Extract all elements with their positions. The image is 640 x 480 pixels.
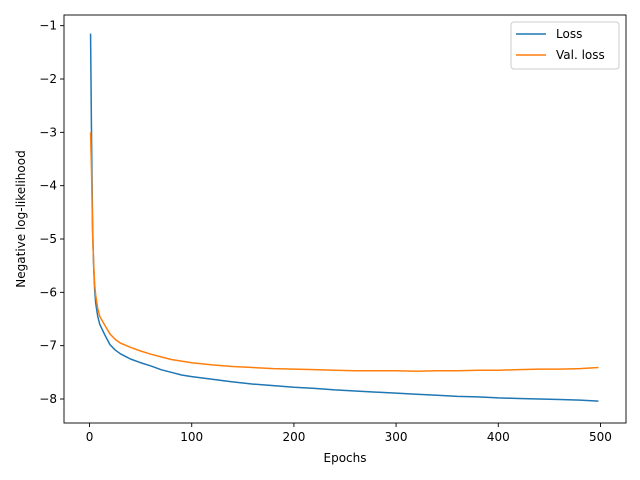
series-line-val-loss [89,132,599,373]
plot-frame [63,14,627,424]
y-tick-label: −1 [39,19,57,33]
y-tick-label: −6 [39,285,57,299]
x-tick-label: 400 [487,430,510,444]
y-tick-label: −8 [39,392,57,406]
y-tick-label: −7 [39,339,57,353]
x-tick-label: 0 [86,430,94,444]
legend-label-val-loss: Val. loss [556,48,605,62]
x-tick-label: 300 [385,430,408,444]
y-tick-label: −3 [39,125,57,139]
x-axis-ticks: 0 100 200 300 400 500 [86,423,612,444]
series-line-loss [89,33,599,402]
y-axis-ticks: −8 −7 −6 −5 −4 −3 −2 −1 [39,19,64,406]
y-tick-label: −5 [39,232,57,246]
x-tick-label: 100 [180,430,203,444]
x-tick-label: 500 [589,430,612,444]
y-tick-label: −2 [39,72,57,86]
series-layer [89,33,599,402]
plot-background [64,15,626,423]
x-tick-label: 200 [282,430,305,444]
y-tick-label: −4 [39,179,57,193]
y-axis-label: Negative log-likelihood [14,150,28,287]
x-axis-label: Epochs [324,451,367,465]
legend-label-loss: Loss [556,27,582,41]
legend: Loss Val. loss [510,21,620,70]
